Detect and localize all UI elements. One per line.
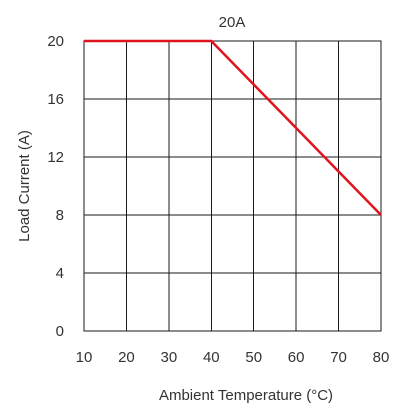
derating-curve [84, 39, 382, 216]
grid [83, 40, 382, 332]
x-axis-label: Ambient Temperature (°C) [159, 387, 333, 404]
series-layer [83, 39, 382, 216]
y-tick-labels: 0 4 8 12 16 20 [47, 33, 64, 340]
x-tick-label: 70 [330, 349, 347, 366]
x-tick-label: 60 [288, 349, 305, 366]
y-tick-label: 20 [47, 33, 64, 50]
x-tick-label: 20 [118, 349, 135, 366]
plot-frame [83, 40, 382, 332]
y-tick-label: 12 [47, 149, 64, 166]
x-tick-label: 50 [245, 349, 262, 366]
x-tick-label: 40 [203, 349, 220, 366]
y-tick-label: 0 [56, 323, 64, 340]
x-tick-label: 10 [76, 349, 93, 366]
x-tick-labels: 10 20 30 40 50 60 70 80 [76, 349, 390, 366]
x-tick-label: 30 [161, 349, 178, 366]
chart-title: 20A [219, 14, 246, 31]
y-tick-label: 8 [56, 207, 64, 224]
y-tick-label: 16 [47, 91, 64, 108]
x-tick-label: 80 [373, 349, 390, 366]
y-axis-label: Load Current (A) [16, 130, 33, 242]
y-tick-label: 4 [56, 265, 64, 282]
